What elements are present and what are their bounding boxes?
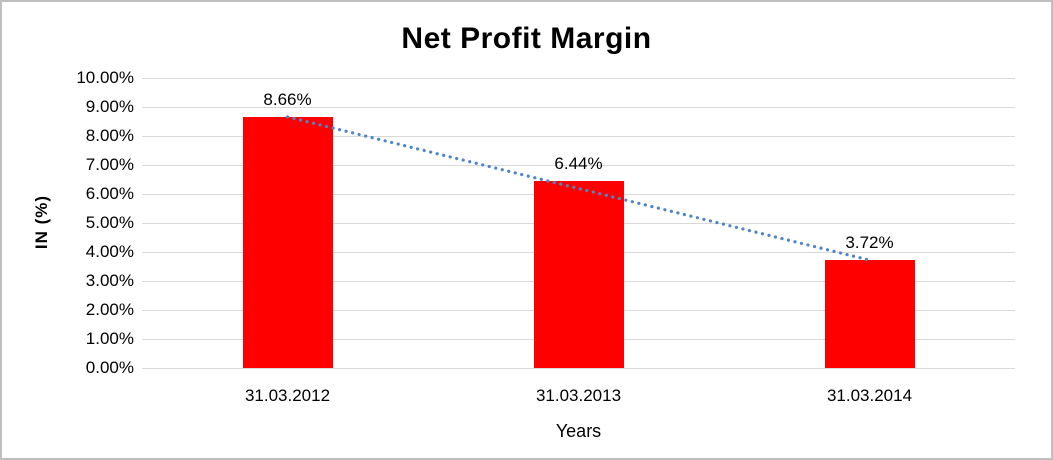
y-axis-tick-label: 7.00% (85, 155, 134, 174)
x-axis-tick-label: 31.03.2014 (826, 386, 913, 405)
bar (242, 116, 333, 368)
bar-data-label: 8.66% (263, 89, 312, 109)
y-axis-tick-label: 8.00% (85, 126, 134, 145)
y-axis-tick-label: 4.00% (85, 242, 134, 261)
gridline (142, 367, 1015, 369)
x-axis-title: Years (555, 421, 602, 441)
y-axis-tick-label: 2.00% (85, 300, 134, 319)
bar (824, 260, 915, 368)
bar-data-label: 3.72% (845, 233, 894, 253)
x-axis-tick-label: 31.03.2013 (535, 386, 622, 405)
y-axis-tick-label: 5.00% (85, 213, 134, 232)
y-axis-title: IN (%) (32, 194, 51, 250)
y-axis-tick-label: 10.00% (76, 68, 134, 87)
y-axis-tick-label: 3.00% (85, 271, 134, 290)
y-axis-tick-label: 1.00% (85, 329, 134, 348)
y-axis-tick-label: 9.00% (85, 97, 134, 116)
bar (533, 181, 624, 368)
bar-data-label: 6.44% (554, 154, 603, 174)
chart-title: Net Profit Margin (401, 22, 652, 55)
x-axis-tick-label: 31.03.2012 (244, 386, 331, 405)
y-axis-tick-label: 6.00% (85, 184, 134, 203)
y-axis-tick-label: 0.00% (85, 358, 134, 377)
gridline (142, 77, 1015, 79)
gridline (142, 106, 1015, 108)
